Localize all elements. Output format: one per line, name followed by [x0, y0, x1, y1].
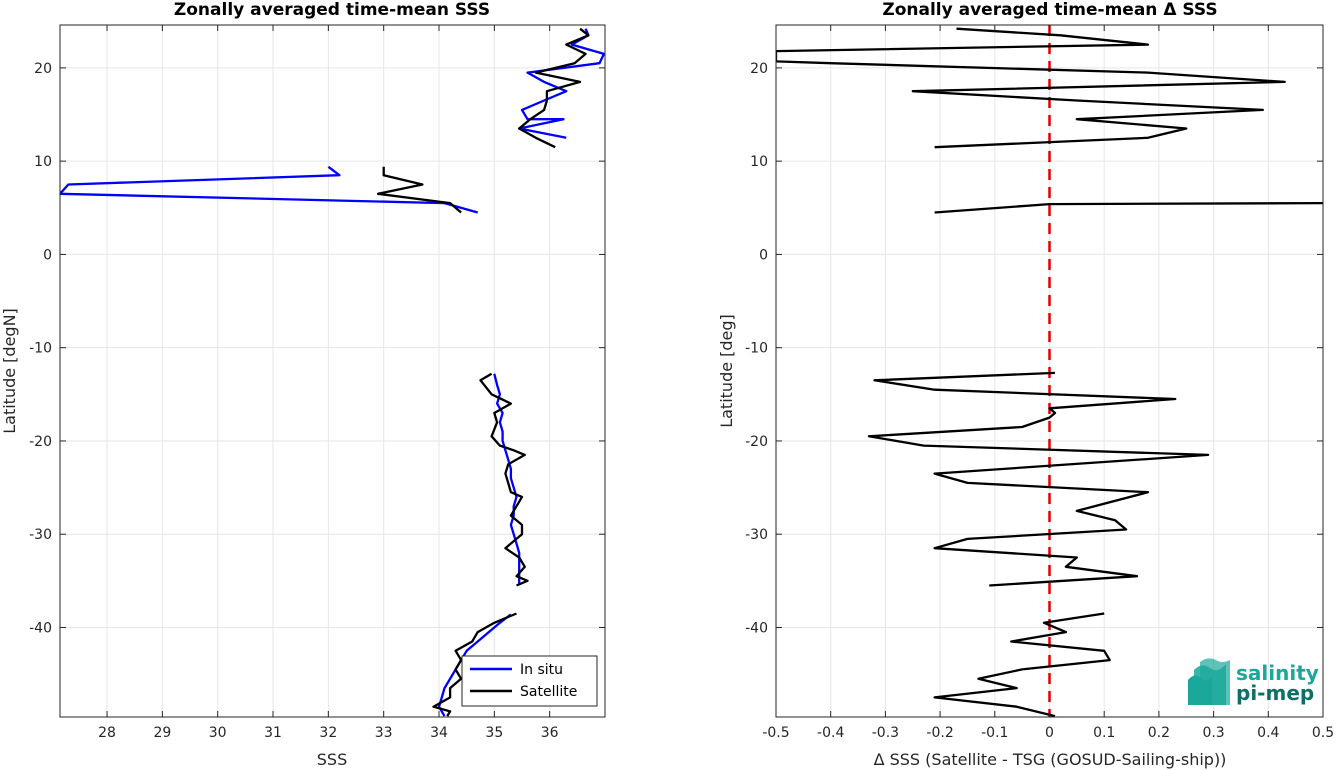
- right-y-tick-label: -30: [745, 527, 768, 543]
- left-y-tick-label: 0: [43, 247, 52, 263]
- left-x-tick-label: 31: [264, 725, 282, 741]
- right-x-tick-label: -0.4: [817, 725, 844, 741]
- left-x-tick-label: 36: [541, 725, 559, 741]
- legend-box: [461, 655, 598, 707]
- right-x-tick-label: 0: [1045, 725, 1054, 741]
- right-y-tick-label: 0: [759, 247, 768, 263]
- logo-text-pimep: pi-mep: [1236, 681, 1314, 705]
- legend: In situ Satellite: [461, 655, 598, 707]
- right-x-tick-label: 0.3: [1202, 725, 1224, 741]
- right-y-tick-label: 10: [750, 154, 768, 170]
- right-y-tick-label: 20: [750, 61, 768, 77]
- in-situ-series-line: [60, 165, 479, 214]
- satellite-series-line: [432, 612, 517, 717]
- in-situ-series-line: [518, 28, 605, 139]
- right-x-axis-label: Δ SSS (Satellite - TSG (GOSUD-Sailing-sh…: [874, 750, 1227, 769]
- right-x-tick-label: -0.2: [926, 725, 953, 741]
- right-x-tick-label: 0.5: [1312, 725, 1334, 741]
- left-y-tick-label: 20: [34, 61, 52, 77]
- right-chart-title: Zonally averaged time-mean Δ SSS: [882, 0, 1217, 20]
- left-x-tick-label: 32: [319, 725, 337, 741]
- salinity-pi-mep-logo: salinity pi-mep: [1188, 658, 1319, 705]
- left-axes-box: [59, 24, 606, 718]
- right-x-tick-label: -0.3: [872, 725, 899, 741]
- delta-sss-series-line: [933, 612, 1111, 717]
- left-x-tick-label: 30: [209, 725, 227, 741]
- right-y-tick-label: -10: [745, 341, 768, 357]
- left-grid: [60, 25, 605, 717]
- left-y-tick-label: -20: [29, 434, 52, 450]
- delta-sss-series-line: [934, 201, 1323, 214]
- left-x-axis-label: SSS: [317, 750, 347, 769]
- left-x-tick-label: 35: [485, 725, 503, 741]
- satellite-series-line: [518, 27, 590, 149]
- delta-sss-series-line: [867, 371, 1210, 587]
- left-x-tick-label: 28: [98, 725, 116, 741]
- satellite-series-line: [479, 372, 529, 587]
- right-x-tick-label: 0.2: [1148, 725, 1170, 741]
- right-x-tick-label: 0.4: [1257, 725, 1279, 741]
- left-y-tick-label: -40: [29, 620, 52, 636]
- left-y-axis-label: Latitude [degN]: [0, 308, 19, 434]
- right-y-tick-label: -40: [745, 620, 768, 636]
- legend-label-satellite: Satellite: [520, 684, 577, 700]
- left-panel: Zonally averaged time-mean SSS 28 29 30 31 3…: [0, 0, 606, 769]
- left-y-tick-label: 10: [34, 154, 52, 170]
- legend-label-insitu: In situ: [520, 662, 563, 678]
- left-x-tick-label: 29: [153, 725, 171, 741]
- right-x-tick-label: -0.1: [981, 725, 1008, 741]
- delta-sss-series-line: [776, 27, 1286, 149]
- left-y-tick-label: -10: [29, 341, 52, 357]
- right-x-tick-label: 0.1: [1093, 725, 1115, 741]
- left-data-lines: [60, 27, 605, 717]
- right-y-axis-label: Latitude [deg]: [717, 314, 736, 428]
- logo-text-salinity: salinity: [1236, 661, 1319, 685]
- wave-icon: [1188, 658, 1230, 705]
- left-y-tick-label: -30: [29, 527, 52, 543]
- right-y-tick-label: -20: [745, 434, 768, 450]
- left-chart-title: Zonally averaged time-mean SSS: [174, 0, 490, 20]
- right-ticks: -0.5 -0.4 -0.3 -0.2 -0.1 0 0.1 0.2 0.3 0.4 0.5 -40 -…: [745, 25, 1334, 741]
- left-x-tick-label: 34: [430, 725, 448, 741]
- left-ticks: 28 29 30 31 32 33 34 35 36 -40 -30 -20 -10 0 10 20: [29, 25, 605, 741]
- left-x-tick-label: 33: [375, 725, 393, 741]
- right-panel: Zonally averaged time-mean Δ SSS -0.5 -0.…: [717, 0, 1334, 769]
- right-data-lines: [776, 27, 1323, 717]
- satellite-series-line: [376, 166, 462, 214]
- right-x-tick-label: -0.5: [762, 725, 789, 741]
